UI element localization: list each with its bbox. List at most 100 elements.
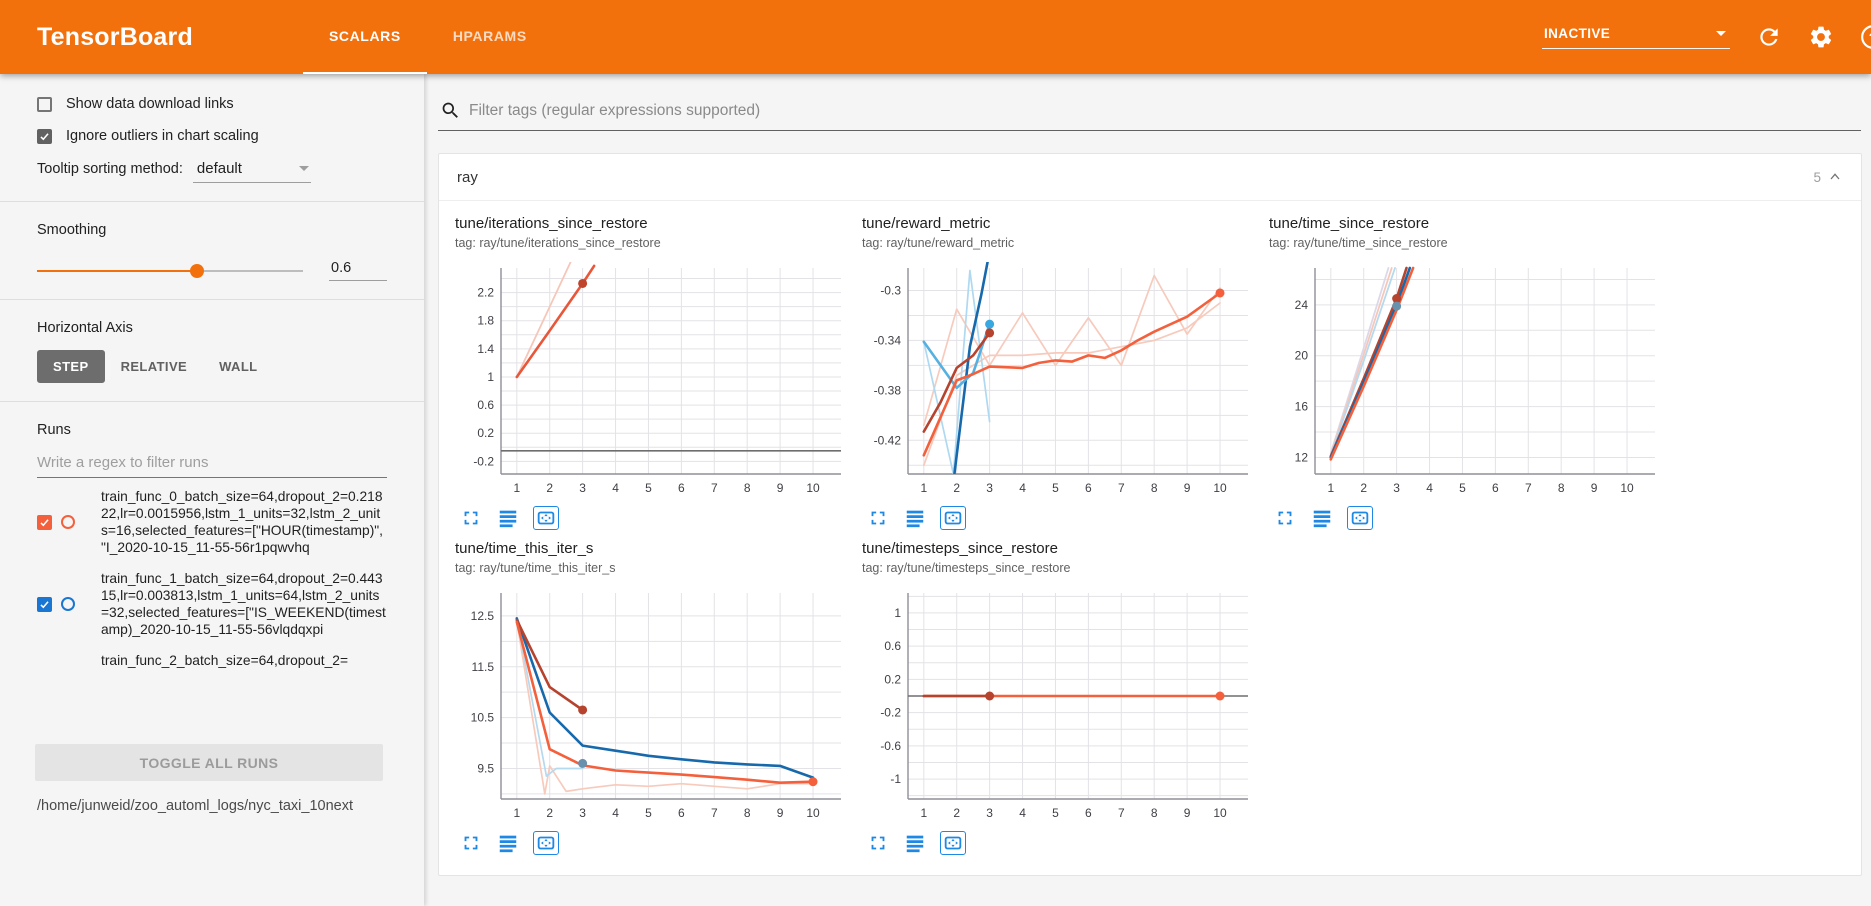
svg-text:1: 1	[487, 370, 494, 384]
run-checkbox[interactable]	[37, 596, 52, 612]
fit-domain-icon[interactable]	[940, 506, 966, 530]
tag-filter-bar	[438, 100, 1861, 131]
smoothing-slider[interactable]	[37, 263, 303, 278]
expand-chart-icon[interactable]	[459, 506, 483, 530]
runs-list-icon[interactable]	[1310, 506, 1334, 530]
svg-text:-0.3: -0.3	[880, 283, 901, 297]
svg-text:4: 4	[1019, 481, 1026, 495]
status-dropdown[interactable]: INACTIVE	[1542, 26, 1730, 49]
svg-text:9.5: 9.5	[477, 761, 494, 775]
expand-chart-icon[interactable]	[866, 506, 890, 530]
tooltip-sorting-label: Tooltip sorting method:	[37, 161, 183, 177]
svg-text:9: 9	[1184, 806, 1191, 820]
show-download-links-checkbox[interactable]	[37, 96, 52, 112]
smoothing-label: Smoothing	[37, 222, 107, 238]
tab-hparams[interactable]: HPARAMS	[452, 28, 527, 44]
run-radio[interactable]	[61, 515, 75, 529]
axis-relative-button[interactable]: RELATIVE	[120, 359, 188, 374]
fit-domain-icon[interactable]	[533, 506, 559, 530]
tab-scalars[interactable]: SCALARS	[302, 0, 427, 74]
chart-toolbar	[1273, 506, 1676, 530]
tooltip-sorting-row: Tooltip sorting method: default	[37, 160, 387, 183]
tooltip-sorting-dropdown[interactable]: default	[192, 160, 311, 183]
run-list-item[interactable]: train_func_0_batch_size=64,dropout_2=0.2…	[37, 488, 387, 556]
chart-card: tune/time_since_restore tag: ray/tune/ti…	[1269, 215, 1676, 530]
fit-domain-icon[interactable]	[1347, 506, 1373, 530]
svg-text:6: 6	[678, 806, 685, 820]
run-list-item[interactable]: train_func_2_batch_size=64,dropout_2=	[37, 652, 387, 669]
run-radio[interactable]	[61, 597, 75, 611]
tag-filter-input[interactable]	[469, 101, 1861, 120]
svg-text:-0.2: -0.2	[880, 706, 901, 720]
ignore-outliers-row[interactable]: Ignore outliers in chart scaling	[37, 128, 387, 144]
run-checkbox[interactable]	[37, 514, 52, 530]
svg-text:1: 1	[920, 806, 927, 820]
chart-title: tune/reward_metric	[862, 215, 991, 232]
chart-plot[interactable]: -0.3 -0.34 -0.38 -0.42 1 2 3 4 5 6 7 8 9 10	[862, 262, 1254, 502]
svg-text:1.8: 1.8	[477, 314, 494, 328]
runs-list-icon[interactable]	[903, 506, 927, 530]
svg-text:-0.34: -0.34	[874, 333, 902, 347]
refresh-icon[interactable]	[1756, 24, 1782, 50]
main-content: ray 5 tune/iterations_since_restore tag:…	[424, 74, 1871, 906]
svg-text:7: 7	[1118, 481, 1125, 495]
svg-text:1: 1	[513, 481, 520, 495]
tooltip-sorting-value: default	[196, 160, 242, 177]
run-list-item[interactable]: train_func_1_batch_size=64,dropout_2=0.4…	[37, 570, 387, 638]
chart-title: tune/time_since_restore	[1269, 215, 1430, 232]
chart-tag: tag: ray/tune/time_this_iter_s	[455, 561, 616, 575]
expand-chart-icon[interactable]	[459, 831, 483, 855]
show-download-links-row[interactable]: Show data download links	[37, 96, 387, 112]
collapse-chevron-icon[interactable]	[1827, 169, 1843, 185]
chart-tag: tag: ray/tune/time_since_restore	[1269, 236, 1448, 250]
svg-text:10: 10	[1213, 806, 1227, 820]
runs-filter-input[interactable]	[37, 452, 387, 478]
chart-title: tune/time_this_iter_s	[455, 540, 594, 557]
svg-text:-0.2: -0.2	[473, 454, 494, 468]
expand-chart-icon[interactable]	[866, 831, 890, 855]
toggle-all-runs-button[interactable]: TOGGLE ALL RUNS	[35, 744, 383, 781]
expand-chart-icon[interactable]	[1273, 506, 1297, 530]
svg-text:3: 3	[986, 481, 993, 495]
runs-list-icon[interactable]	[496, 506, 520, 530]
svg-text:2.2: 2.2	[477, 286, 494, 300]
chart-plot[interactable]: 12.5 11.5 10.5 9.5 1 2 3 4 5 6 7 8 9 10	[455, 587, 847, 827]
chart-toolbar	[459, 506, 862, 530]
fit-domain-icon[interactable]	[940, 831, 966, 855]
svg-text:4: 4	[612, 806, 619, 820]
svg-text:3: 3	[579, 481, 586, 495]
axis-step-button[interactable]: STEP	[37, 350, 105, 383]
svg-text:9: 9	[777, 481, 784, 495]
svg-text:9: 9	[1591, 481, 1598, 495]
axis-wall-button[interactable]: WALL	[219, 359, 258, 374]
svg-text:1: 1	[1327, 481, 1334, 495]
svg-text:-0.42: -0.42	[874, 433, 902, 447]
svg-text:0.2: 0.2	[477, 426, 494, 440]
runs-list-icon[interactable]	[903, 831, 927, 855]
runs-list-icon[interactable]	[496, 831, 520, 855]
header-actions: INACTIVE ?	[1542, 24, 1871, 50]
svg-text:5: 5	[645, 806, 652, 820]
svg-text:-0.6: -0.6	[880, 739, 901, 753]
chart-toolbar	[866, 506, 1269, 530]
svg-text:8: 8	[744, 806, 751, 820]
svg-text:2: 2	[953, 481, 960, 495]
ray-category-header[interactable]: ray 5	[439, 154, 1861, 201]
show-download-links-label: Show data download links	[66, 96, 234, 112]
chart-card: tune/time_this_iter_s tag: ray/tune/time…	[455, 540, 862, 855]
search-icon	[442, 102, 458, 118]
fit-domain-icon[interactable]	[533, 831, 559, 855]
ignore-outliers-checkbox[interactable]	[37, 128, 52, 144]
help-icon[interactable]: ?	[1860, 24, 1871, 50]
settings-gear-icon[interactable]	[1808, 24, 1834, 50]
run-name: train_func_1_batch_size=64,dropout_2=0.4…	[101, 571, 386, 637]
svg-text:-0.38: -0.38	[874, 383, 902, 397]
smoothing-value[interactable]: 0.6	[329, 260, 387, 281]
runs-list: train_func_0_batch_size=64,dropout_2=0.2…	[37, 488, 387, 724]
chart-plot[interactable]: 1 0.6 0.2 -0.2 -0.6 -1 1 2 3 4 5 6 7 8 9 10	[862, 587, 1254, 827]
general-options-section: Show data download links Ignore outliers…	[0, 96, 424, 201]
smoothing-slider-thumb[interactable]	[189, 263, 204, 278]
chart-plot[interactable]: 2.2 1.8 1.4 1 0.6 0.2 -0.2 1 2 3 4 5 6 7 8 9 10	[455, 262, 847, 502]
svg-text:20: 20	[1295, 349, 1309, 363]
